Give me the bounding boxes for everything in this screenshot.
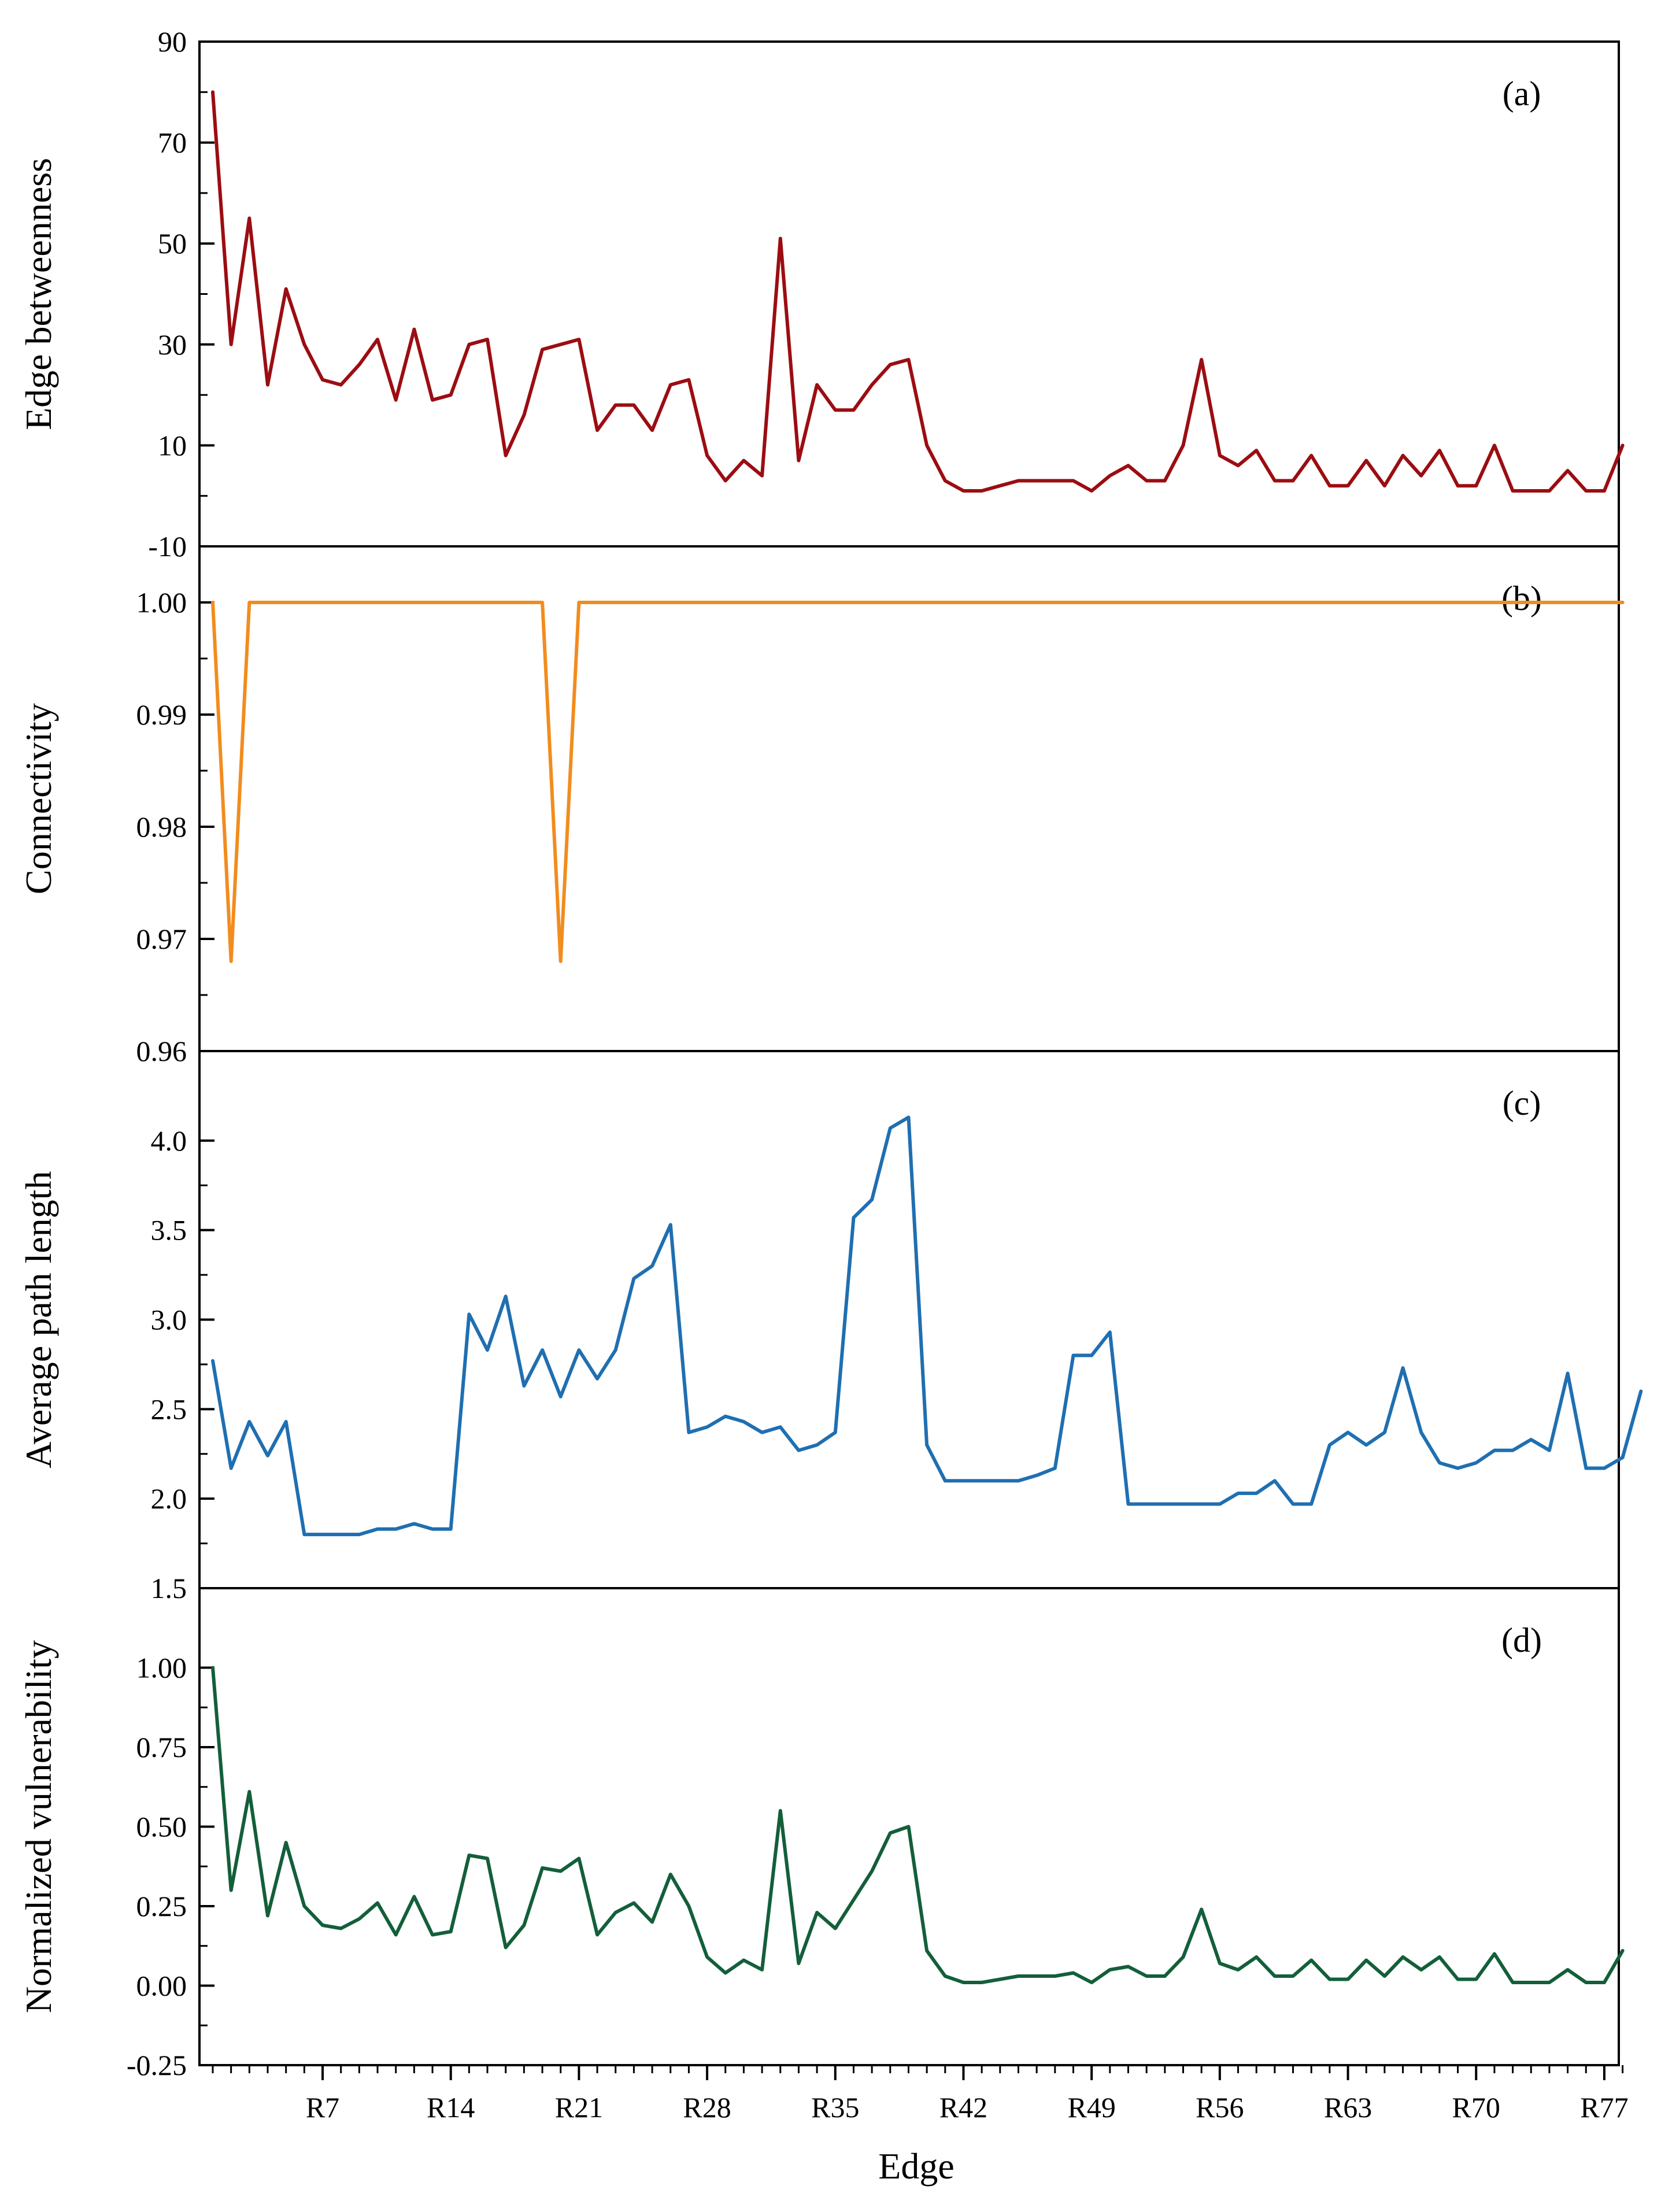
x-axis-title: Edge [878, 2146, 955, 2187]
panel-tag-label: (b) [1501, 579, 1542, 617]
y-tick-label: 4.0 [151, 1125, 187, 1157]
x-tick-label: R28 [683, 2091, 731, 2124]
series-line [211, 90, 1625, 493]
panel-b: 0.96 0.97 0.98 0.99 1.00 Connectivity (b) [18, 545, 1625, 1067]
y-tick-label: 70 [158, 127, 187, 159]
y-tick-label: 0.98 [136, 811, 187, 843]
x-tick-label: R7 [306, 2091, 339, 2124]
y-tick-label: 0.96 [136, 1035, 187, 1067]
y-axis-title: Edge betweenness [18, 158, 59, 430]
y-tick-label: 2.5 [151, 1393, 187, 1425]
panel-c: 1.5 2.0 2.5 3.0 3.5 4.0 Average path length (c) [18, 1050, 1643, 1604]
y-axis-title: Normalized vulnerability [18, 1640, 59, 2013]
y-tick-label: 1.5 [151, 1572, 187, 1604]
y-tick-label: -0.25 [127, 2049, 187, 2081]
y-tick-label: 2.0 [151, 1482, 187, 1515]
y-tick-label: 0.25 [136, 1890, 187, 1922]
y-tick-label: 90 [158, 25, 187, 58]
panel-tag-label: (d) [1501, 1621, 1542, 1659]
y-tick-label: 3.0 [151, 1304, 187, 1336]
y-tick-label: 1.00 [136, 586, 187, 619]
y-tick-label: 1.00 [136, 1652, 187, 1684]
x-tick-label: R21 [555, 2091, 603, 2124]
x-tick-label: R63 [1324, 2091, 1372, 2124]
y-tick-label: 50 [158, 227, 187, 260]
x-tick-label: R56 [1196, 2091, 1244, 2124]
series-line [211, 601, 1625, 963]
x-tick-label: R49 [1067, 2091, 1115, 2124]
y-tick-label: -10 [148, 530, 187, 563]
shared-x-axis: R7 R14 R21 R28 R35 R42 R49 R56 R63 R70 R77 [212, 2065, 1629, 2124]
y-tick-label: 0.50 [136, 1811, 187, 1843]
panel-tag-label: (a) [1503, 75, 1541, 113]
series-line [211, 1115, 1643, 1537]
x-tick-label: R77 [1580, 2091, 1628, 2124]
y-axis-title: Average path length [18, 1171, 59, 1468]
x-tick-label: R14 [427, 2091, 475, 2124]
y-tick-label: 3.5 [151, 1214, 187, 1246]
panel-tag-label: (c) [1503, 1084, 1541, 1122]
series-line [211, 1666, 1625, 1984]
panels: -10 10 30 50 70 90 Edge betweenness (a) 0.96 0.97… [18, 25, 1643, 2081]
x-tick-label: R35 [811, 2091, 859, 2124]
x-tick-label: R70 [1452, 2091, 1500, 2124]
y-tick-label: 0.99 [136, 698, 187, 731]
y-axis-title: Connectivity [18, 703, 59, 894]
y-tick-label: 30 [158, 328, 187, 361]
y-tick-label: 0.75 [136, 1731, 187, 1763]
y-tick-label: 10 [158, 429, 187, 461]
x-tick-label: R42 [939, 2091, 987, 2124]
y-tick-label: 0.97 [136, 923, 187, 955]
y-tick-label: 0.00 [136, 1970, 187, 2002]
